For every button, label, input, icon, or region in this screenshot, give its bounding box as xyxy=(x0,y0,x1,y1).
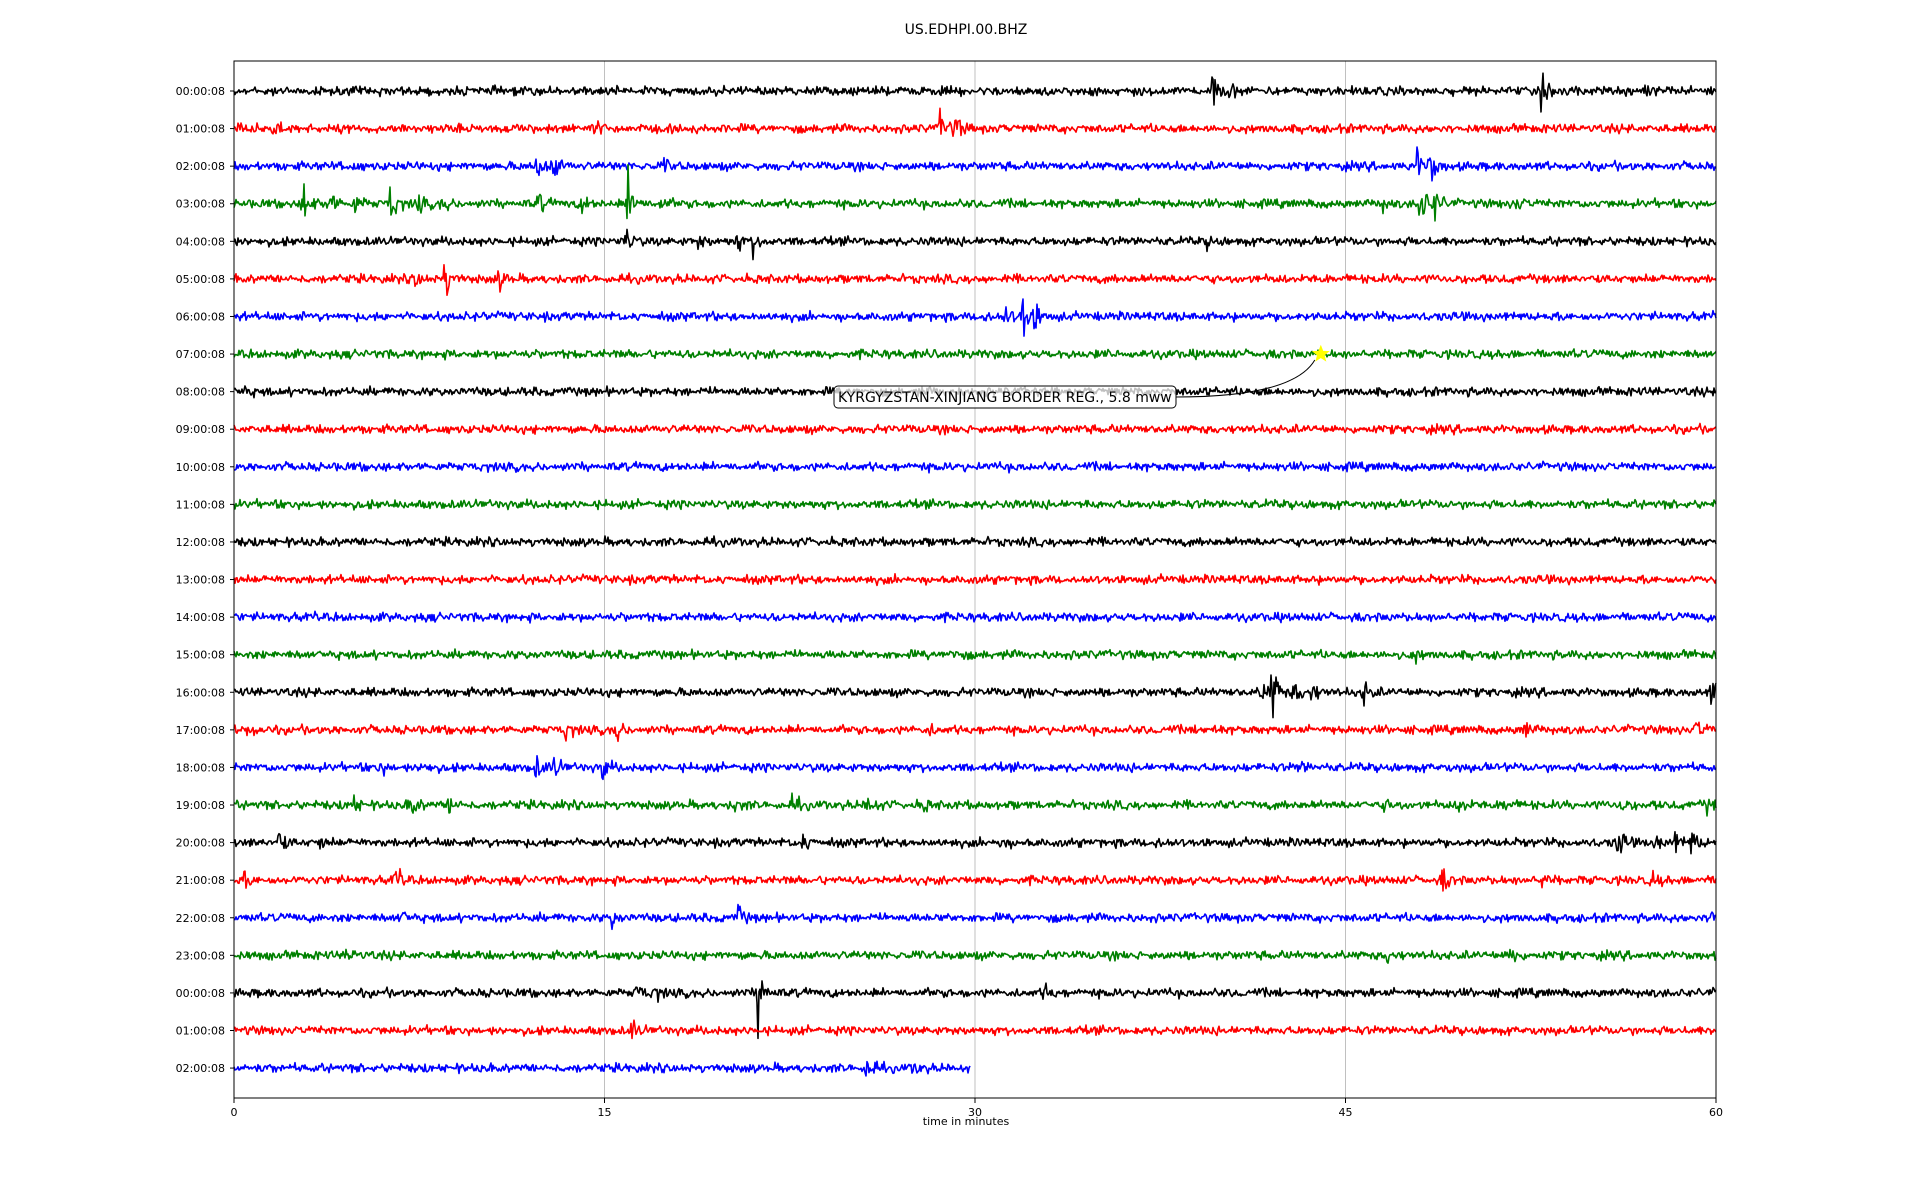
hour-label: 16:00:08 xyxy=(176,686,225,699)
hour-labels: 00:00:08 01:00:08 02:00:08 03:00:08 04:00:08… xyxy=(176,85,234,1075)
trace-17:00:08 xyxy=(233,721,1717,743)
hour-label: 23:00:08 xyxy=(176,949,225,962)
trace-00:00:08 xyxy=(233,980,1717,1040)
trace-11:00:08 xyxy=(233,497,1717,511)
trace-rows xyxy=(233,72,1717,1077)
hour-label: 08:00:08 xyxy=(176,386,225,399)
event-star-marker xyxy=(1311,344,1330,362)
trace-16:00:08 xyxy=(233,674,1717,719)
trace-00:00:08 xyxy=(233,72,1717,113)
hour-label: 20:00:08 xyxy=(176,837,225,850)
hour-label: 10:00:08 xyxy=(176,461,225,474)
hour-label: 22:00:08 xyxy=(176,912,225,925)
trace-20:00:08 xyxy=(233,831,1717,855)
annotation-box xyxy=(833,385,1177,409)
hour-label: 00:00:08 xyxy=(176,987,225,1000)
trace-05:00:08 xyxy=(233,264,1717,296)
x-tick-label: 30 xyxy=(968,1106,982,1119)
trace-02:00:08 xyxy=(233,1060,971,1077)
vertical-gridlines xyxy=(604,61,1346,1098)
hour-label: 03:00:08 xyxy=(176,198,225,211)
hour-label: 06:00:08 xyxy=(176,310,225,323)
hour-label: 11:00:08 xyxy=(176,498,225,511)
trace-13:00:08 xyxy=(233,573,1717,587)
trace-18:00:08 xyxy=(233,755,1717,781)
hour-label: 14:00:08 xyxy=(176,611,225,624)
annotation-connector xyxy=(1175,359,1316,398)
x-axis-label: time in minutes xyxy=(923,1115,1010,1128)
trace-10:00:08 xyxy=(233,460,1716,474)
hour-label: 01:00:08 xyxy=(176,1025,225,1038)
hour-label: 02:00:08 xyxy=(176,160,225,173)
trace-14:00:08 xyxy=(233,610,1717,624)
hour-label: 07:00:08 xyxy=(176,348,225,361)
trace-22:00:08 xyxy=(233,903,1717,931)
trace-12:00:08 xyxy=(233,535,1717,549)
hour-label: 15:00:08 xyxy=(176,649,225,662)
hour-label: 12:00:08 xyxy=(176,536,225,549)
hour-label: 18:00:08 xyxy=(176,761,225,774)
x-tick-label: 60 xyxy=(1709,1106,1723,1119)
trace-02:00:08 xyxy=(233,146,1717,182)
hour-label: 05:00:08 xyxy=(176,273,225,286)
trace-07:00:08 xyxy=(233,348,1717,361)
hour-label: 19:00:08 xyxy=(176,799,225,812)
trace-01:00:08 xyxy=(233,107,1717,137)
trace-06:00:08 xyxy=(233,298,1717,337)
x-axis: 0 15 30 45 60 xyxy=(231,1098,1723,1119)
trace-04:00:08 xyxy=(233,228,1717,261)
trace-03:00:08 xyxy=(233,164,1717,222)
x-tick-label: 0 xyxy=(231,1106,238,1119)
annotation-text: KYRGYZSTAN-XINJIANG BORDER REG., 5.8 mww xyxy=(838,390,1172,406)
event-annotations: KYRGYZSTAN-XINJIANG BORDER REG., 5.8 mww xyxy=(833,344,1330,409)
hour-label: 04:00:08 xyxy=(176,235,225,248)
trace-23:00:08 xyxy=(233,948,1717,964)
trace-19:00:08 xyxy=(233,792,1717,817)
trace-15:00:08 xyxy=(233,648,1717,665)
hour-label: 13:00:08 xyxy=(176,574,225,587)
chart-title: US.EDHPI.00.BHZ xyxy=(905,22,1028,38)
x-tick-label: 15 xyxy=(598,1106,612,1119)
hour-label: 21:00:08 xyxy=(176,874,225,887)
hour-label: 09:00:08 xyxy=(176,423,225,436)
hour-label: 02:00:08 xyxy=(176,1062,225,1075)
x-tick-label: 45 xyxy=(1339,1106,1353,1119)
trace-21:00:08 xyxy=(233,867,1717,892)
hour-label: 17:00:08 xyxy=(176,724,225,737)
trace-09:00:08 xyxy=(233,422,1717,436)
hour-label: 00:00:08 xyxy=(176,85,225,98)
hour-label: 01:00:08 xyxy=(176,123,225,136)
trace-01:00:08 xyxy=(233,1019,1717,1040)
